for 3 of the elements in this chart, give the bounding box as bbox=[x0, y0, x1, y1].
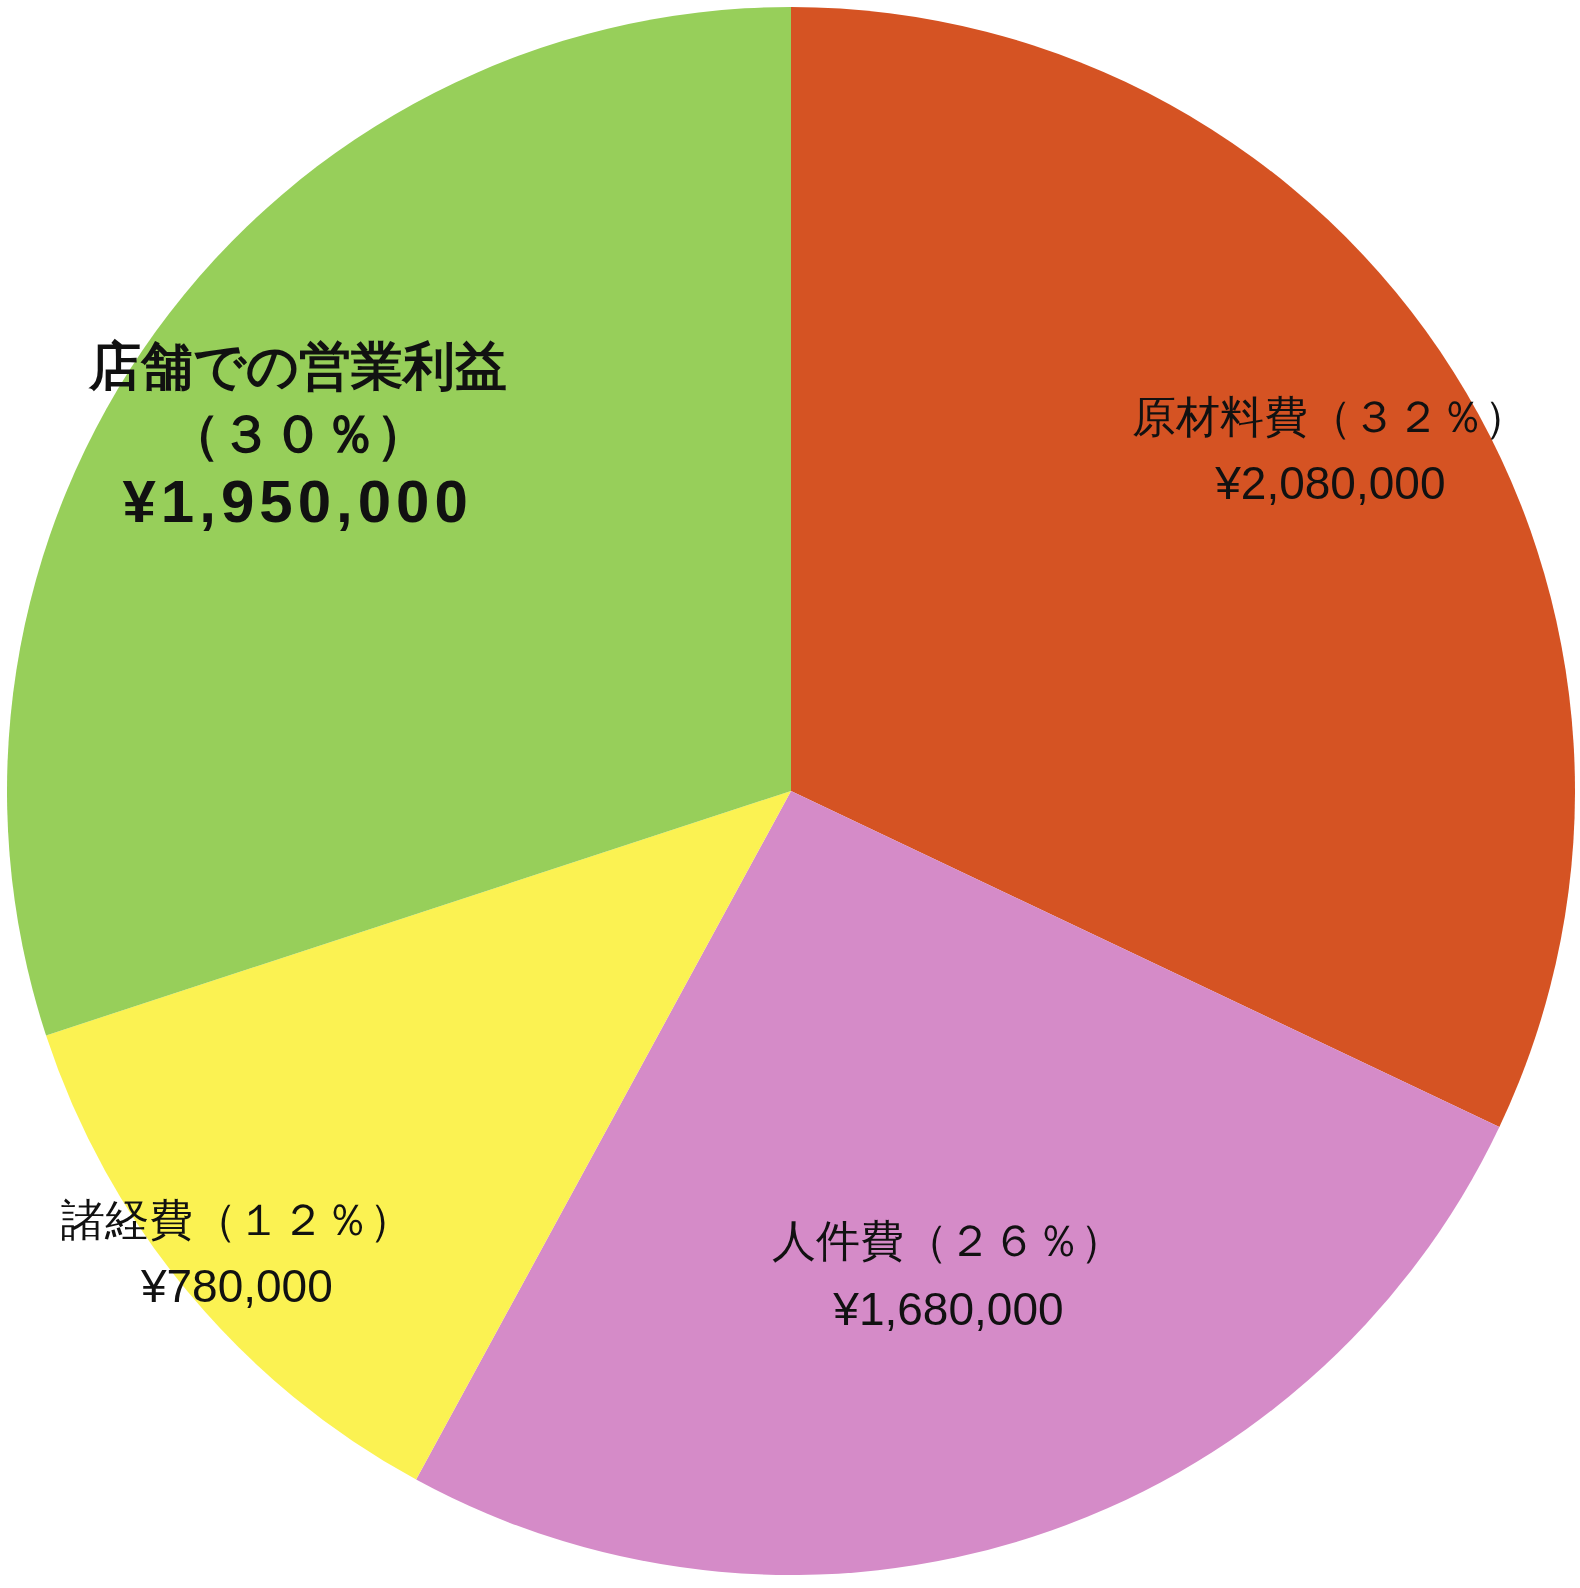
slice-label: 人件費（２６％） ¥1,680,000 bbox=[772, 1216, 1125, 1335]
data-label: （３０％） ¥1,950,000 bbox=[122, 404, 473, 536]
slice-label: 原材料費（３２％） ¥2,080,000 bbox=[1132, 391, 1529, 510]
